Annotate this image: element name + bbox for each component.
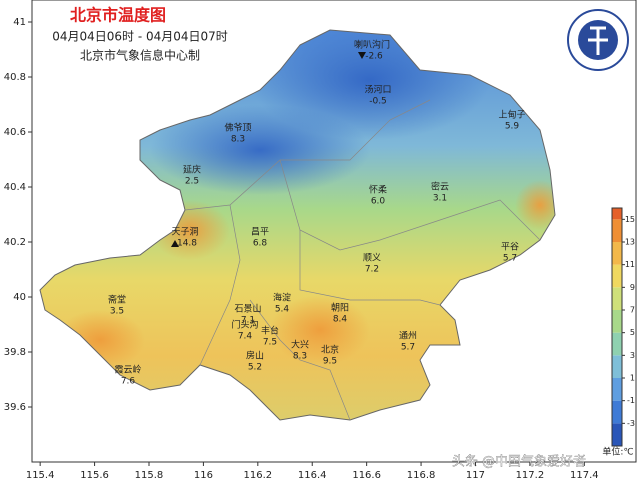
station-value: 5.7: [401, 343, 415, 353]
x-tick-label: 115.6: [80, 470, 109, 481]
watermark: 头条 @中国气象爱好者: [452, 454, 586, 470]
station-value: 3.5: [110, 307, 124, 317]
x-tick-label: 117: [466, 470, 485, 481]
station-name: 昌平: [251, 227, 269, 238]
station-name: 大兴: [291, 339, 309, 351]
colorbar-tick-label: 3: [630, 351, 635, 360]
station-value: 7.2: [365, 265, 379, 275]
colorbar-segment: [612, 400, 622, 424]
station-name: 霞云岭: [114, 364, 141, 376]
station-value: 5.7: [503, 254, 517, 264]
station-value: 8.4: [333, 315, 348, 325]
station-name: 喇叭沟门: [354, 39, 390, 51]
station-name: 门头沟: [231, 319, 258, 331]
colorbar-segment: [612, 332, 622, 356]
y-tick-label: 39.8: [4, 347, 26, 358]
colorbar-segment: [612, 423, 622, 446]
x-tick-label: 117.4: [570, 470, 599, 481]
x-tick-label: 116.2: [243, 470, 272, 481]
station-value: 8.3: [293, 352, 307, 362]
producer: 北京市气象信息中心制: [80, 48, 200, 63]
station-value: 14.8: [177, 239, 197, 249]
colorbar-tick-label: 7: [630, 306, 635, 315]
station-name: 汤河口: [364, 84, 391, 96]
colorbar-tick-label: 15: [625, 215, 635, 224]
station-value: 5.4: [275, 305, 290, 315]
station-name: 上甸子: [498, 109, 525, 121]
station-name: 顺义: [363, 253, 381, 264]
station-value: 5.2: [248, 363, 262, 373]
station-value: 9.5: [323, 357, 337, 367]
x-tick-label: 116.6: [352, 470, 381, 481]
colorbar-tick-label: 1: [630, 374, 635, 383]
y-tick-label: 40.2: [4, 237, 26, 248]
colorbar-tick-label: 11: [625, 260, 635, 269]
station-name: 延庆: [183, 164, 201, 176]
colorbar-tick-label: 13: [625, 238, 635, 247]
colorbar-unit: 单位:℃: [602, 446, 633, 458]
station-name: 密云: [431, 181, 449, 193]
station-name: 房山: [246, 350, 264, 362]
y-tick-label: 39.6: [4, 402, 26, 413]
colorbar-segment: [612, 264, 622, 288]
station-value: 7.6: [121, 377, 136, 387]
city-boundary: [39, 29, 556, 421]
y-tick-label: 41: [13, 17, 26, 28]
y-tick-label: 40: [13, 292, 26, 303]
colorbar-tick-label: 5: [630, 328, 635, 337]
colorbar-tick-label: -3: [627, 419, 635, 428]
colorbar-segment: [612, 378, 622, 401]
station-name: 丰台: [261, 325, 279, 337]
x-tick-label: 117.2: [516, 470, 545, 481]
colorbar-frame: [611, 207, 623, 447]
station-marker: [171, 240, 179, 247]
x-tick-label: 116.8: [407, 470, 436, 481]
y-tick-label: 40.6: [4, 127, 26, 138]
station-name: 北京: [321, 344, 339, 356]
y-tick-label: 40.8: [4, 72, 26, 83]
station-value: -0.5: [369, 97, 387, 107]
station-name: 朝阳: [331, 303, 349, 314]
station-name: 石景山: [234, 304, 261, 315]
logo: [567, 9, 629, 71]
station-value: 7.1: [241, 316, 255, 326]
map-subtitle: 04月04日06时 - 04月04日07时: [52, 30, 228, 44]
district-boundaries: [184, 99, 541, 421]
y-tick-label: 40.4: [4, 182, 26, 193]
station-value: 5.9: [505, 122, 520, 132]
colorbar-tick-label: -1: [627, 396, 635, 405]
station-value: 6.8: [253, 239, 268, 249]
map-title: 北京市温度图: [70, 6, 166, 25]
colorbar-segment: [612, 287, 622, 310]
station-value: 7.4: [238, 332, 253, 342]
x-tick-label: 115.4: [26, 470, 55, 481]
station-value: 6.0: [371, 197, 386, 207]
station-name: 通州: [399, 331, 417, 342]
station-name: 斋堂: [108, 294, 126, 306]
colorbar-segment: [612, 310, 622, 333]
station-name: 海淀: [273, 292, 291, 304]
colorbar-tick-label: 9: [630, 283, 635, 292]
station-name: 佛爷顶: [224, 122, 251, 134]
station-value: -2.6: [365, 52, 383, 62]
station-marker: [358, 52, 366, 59]
colorbar-segment: [612, 208, 622, 220]
x-tick-label: 116: [194, 470, 213, 481]
colorbar-segment: [612, 355, 622, 378]
station-name: 平谷: [501, 242, 519, 253]
x-tick-label: 116.4: [298, 470, 327, 481]
station-value: 7.5: [263, 338, 277, 348]
station-value: 8.3: [231, 135, 245, 145]
x-tick-label: 115.8: [135, 470, 164, 481]
station-name: 天子洞: [171, 227, 198, 238]
colorbar-segment: [612, 242, 622, 265]
station-value: 3.1: [433, 194, 447, 204]
colorbar-segment: [612, 219, 622, 242]
station-value: 2.5: [185, 177, 199, 187]
station-name: 怀柔: [369, 184, 387, 196]
